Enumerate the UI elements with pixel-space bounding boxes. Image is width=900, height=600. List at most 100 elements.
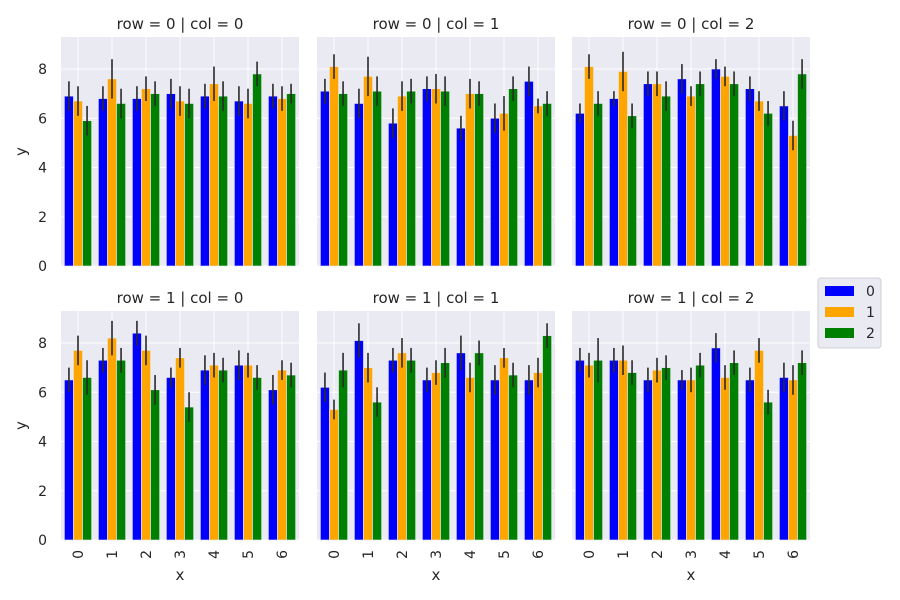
panel-title: row = 1 | col = 2 <box>628 289 755 307</box>
x-tick-label: 3 <box>429 550 445 559</box>
bar-series-1-x-3 <box>431 88 441 267</box>
legend-swatch-2 <box>825 328 854 338</box>
bar-series-1-x-6 <box>788 379 798 541</box>
bar-series-0-x-3 <box>422 379 432 541</box>
bar-series-0-x-6 <box>524 81 534 267</box>
bar-series-0-x-5 <box>745 379 755 541</box>
bar-series-2-x-5 <box>508 88 518 267</box>
legend: 0 1 2 <box>817 277 882 349</box>
bar-series-2-x-1 <box>116 103 126 267</box>
x-tick-label: 6 <box>531 550 547 559</box>
bar-series-1-x-5 <box>243 364 253 541</box>
bar-series-1-x-6 <box>788 135 798 267</box>
bar-series-2-x-6 <box>797 362 807 541</box>
bar-series-1-x-1 <box>618 71 628 267</box>
panel-r0-c0 <box>61 37 299 267</box>
bar-series-2-x-5 <box>763 401 773 541</box>
x-tick-label: 1 <box>361 550 377 559</box>
x-axis-label: x <box>432 566 441 584</box>
bar-series-1-x-0 <box>73 100 83 267</box>
bar-series-0-x-1 <box>98 98 108 267</box>
x-axis-label: x <box>687 566 696 584</box>
panel-title: row = 1 | col = 0 <box>117 289 244 307</box>
bar-series-0-x-3 <box>166 93 176 267</box>
bar-series-0-x-6 <box>268 95 278 267</box>
bar-series-1-x-6 <box>533 105 543 267</box>
bar-series-1-x-6 <box>533 372 543 541</box>
bar-series-1-x-2 <box>397 352 407 541</box>
bar-series-1-x-3 <box>175 100 185 267</box>
bar-series-0-x-3 <box>677 78 687 267</box>
legend-label-1: 1 <box>866 305 875 321</box>
bar-series-0-x-2 <box>132 332 142 541</box>
x-tick-label: 5 <box>497 550 513 559</box>
x-tick-label: 0 <box>582 550 598 559</box>
bar-series-0-x-5 <box>234 100 244 267</box>
panel-title: row = 0 | col = 1 <box>373 15 500 33</box>
bar-series-0-x-6 <box>779 105 789 267</box>
bar-series-2-x-1 <box>627 372 637 541</box>
y-tick-label: 8 <box>38 62 47 78</box>
bar-series-0-x-4 <box>456 352 466 541</box>
bar-series-2-x-1 <box>627 115 637 267</box>
bar-series-1-x-0 <box>73 350 83 541</box>
panel-r0-c2 <box>572 37 810 267</box>
panel-title: row = 1 | col = 1 <box>373 289 500 307</box>
bar-series-1-x-4 <box>465 377 475 541</box>
bar-series-1-x-4 <box>465 93 475 267</box>
bar-series-2-x-3 <box>184 406 194 541</box>
bar-series-2-x-2 <box>661 95 671 267</box>
bar-series-2-x-0 <box>593 359 603 541</box>
panel-r1-c0 <box>61 311 299 541</box>
bar-series-2-x-3 <box>184 103 194 267</box>
bar-series-0-x-1 <box>98 359 108 541</box>
bar-series-0-x-2 <box>643 379 653 541</box>
bar-series-0-x-2 <box>643 83 653 267</box>
x-tick-label: 2 <box>395 550 411 559</box>
bar-series-0-x-0 <box>575 113 585 267</box>
bar-series-2-x-0 <box>593 103 603 267</box>
bar-series-2-x-4 <box>218 369 228 541</box>
y-tick-label: 4 <box>38 161 47 177</box>
bar-series-2-x-4 <box>474 352 484 541</box>
x-tick-label: 6 <box>786 550 802 559</box>
bar-series-0-x-0 <box>320 387 330 541</box>
bar-series-2-x-4 <box>729 83 739 267</box>
bar-series-1-x-3 <box>686 379 696 541</box>
x-tick-label: 1 <box>105 550 121 559</box>
bar-series-2-x-1 <box>372 401 382 541</box>
bar-series-2-x-2 <box>661 367 671 541</box>
bar-series-2-x-3 <box>695 83 705 267</box>
bar-series-2-x-3 <box>440 90 450 267</box>
bar-series-1-x-5 <box>499 113 509 267</box>
y-tick-label: 6 <box>38 385 47 401</box>
bar-series-0-x-4 <box>456 127 466 267</box>
x-tick-label: 4 <box>463 550 479 559</box>
bar-series-2-x-6 <box>797 73 807 267</box>
bar-series-0-x-4 <box>711 347 721 541</box>
bar-series-0-x-5 <box>745 88 755 267</box>
bar-series-1-x-5 <box>243 103 253 267</box>
bar-series-0-x-5 <box>490 117 500 267</box>
bar-series-1-x-4 <box>720 76 730 267</box>
bar-series-2-x-3 <box>440 362 450 541</box>
bar-series-1-x-5 <box>499 357 509 541</box>
x-tick-label: 4 <box>207 550 223 559</box>
x-tick-label: 5 <box>241 550 257 559</box>
bar-series-1-x-0 <box>329 66 339 267</box>
x-tick-label: 1 <box>616 550 632 559</box>
bar-series-2-x-0 <box>338 369 348 541</box>
bar-series-0-x-3 <box>677 379 687 541</box>
y-tick-label: 4 <box>38 435 47 451</box>
panel-title: row = 0 | col = 2 <box>628 15 755 33</box>
bar-series-2-x-4 <box>474 93 484 267</box>
x-tick-label: 0 <box>71 550 87 559</box>
bar-series-0-x-4 <box>200 369 210 541</box>
bar-series-0-x-2 <box>388 359 398 541</box>
y-tick-label: 2 <box>38 484 47 500</box>
bar-series-0-x-1 <box>609 98 619 267</box>
y-axis-label: y <box>12 147 30 156</box>
bar-series-2-x-0 <box>82 120 92 267</box>
y-tick-label: 0 <box>38 259 47 275</box>
